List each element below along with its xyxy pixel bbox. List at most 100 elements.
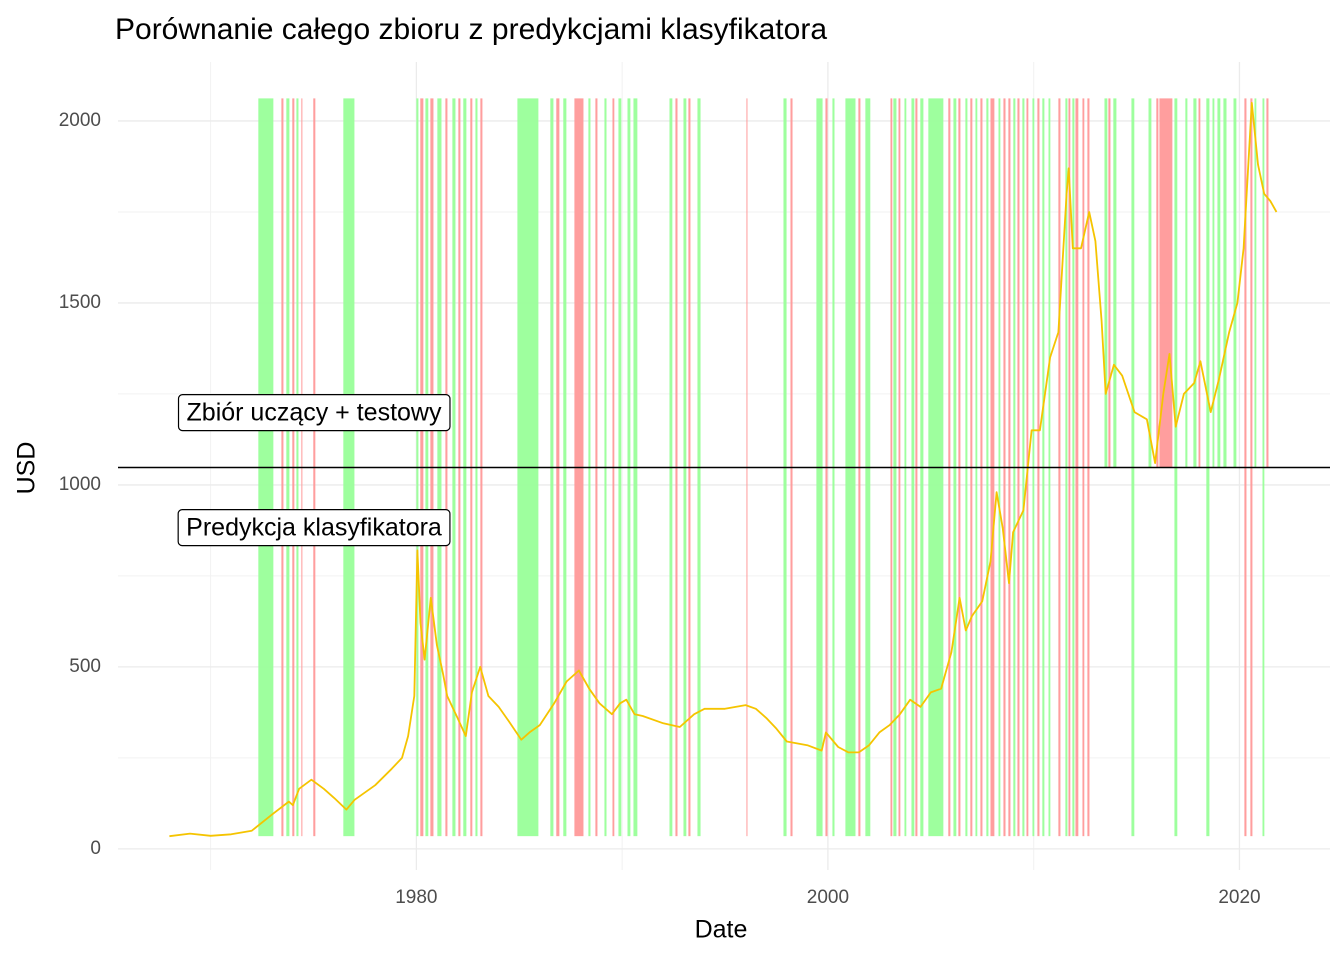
- band-lower: [343, 467, 355, 837]
- band-upper: [683, 98, 687, 468]
- band-lower: [911, 467, 915, 837]
- band-lower: [669, 467, 673, 837]
- band-lower: [604, 467, 607, 837]
- band-upper: [911, 98, 915, 468]
- band-upper: [1104, 98, 1108, 468]
- band-lower: [556, 467, 560, 837]
- band-lower: [816, 467, 823, 837]
- band-upper: [1022, 98, 1025, 468]
- band-lower: [1068, 467, 1071, 837]
- band-upper: [1032, 98, 1035, 468]
- band-upper: [612, 98, 615, 468]
- band-lower: [915, 467, 918, 837]
- annotation-box: [177, 509, 451, 547]
- band-lower: [697, 467, 701, 837]
- band-upper: [1254, 98, 1257, 468]
- band-upper: [965, 98, 968, 468]
- band-lower: [1042, 467, 1045, 837]
- band-lower: [986, 467, 989, 837]
- band-lower: [990, 467, 995, 837]
- band-upper: [915, 98, 918, 468]
- band-lower: [898, 467, 901, 837]
- band-upper: [286, 98, 290, 468]
- band-lower: [517, 467, 539, 837]
- band-upper: [1250, 98, 1253, 468]
- band-upper: [1156, 98, 1159, 468]
- band-lower: [574, 467, 584, 837]
- band-lower: [452, 467, 456, 837]
- y-tick-label: 1500: [59, 292, 101, 313]
- band-lower: [1048, 467, 1051, 837]
- band-upper: [1087, 98, 1090, 468]
- band-lower: [416, 467, 419, 837]
- band-lower: [420, 467, 424, 837]
- band-lower: [958, 467, 961, 837]
- band-upper: [1193, 98, 1197, 468]
- band-upper: [475, 98, 478, 468]
- band-lower: [825, 467, 828, 837]
- band-upper: [1244, 98, 1247, 468]
- band-lower: [893, 467, 897, 837]
- y-tick-label: 0: [90, 838, 101, 859]
- band-upper: [958, 98, 961, 468]
- band-upper: [550, 98, 554, 468]
- band-upper: [458, 98, 461, 468]
- band-lower: [890, 467, 893, 837]
- band-upper: [1185, 98, 1188, 468]
- band-lower: [612, 467, 615, 837]
- band-upper: [480, 98, 483, 468]
- band-upper: [420, 98, 424, 468]
- band-upper: [990, 98, 995, 468]
- band-upper: [1131, 98, 1135, 468]
- band-lower: [688, 467, 691, 837]
- band-upper: [463, 98, 467, 468]
- band-lower: [480, 467, 483, 837]
- price-line: [169, 101, 1278, 838]
- band-lower: [627, 467, 631, 837]
- band-upper: [1206, 98, 1210, 468]
- band-upper: [832, 98, 835, 468]
- band-upper: [890, 98, 893, 468]
- band-lower: [437, 467, 442, 837]
- band-lower: [1131, 467, 1135, 837]
- band-upper: [1058, 98, 1061, 468]
- band-upper: [1003, 98, 1006, 468]
- band-upper: [980, 98, 983, 468]
- band-upper: [1042, 98, 1045, 468]
- band-upper: [865, 98, 871, 468]
- band-upper: [1108, 98, 1111, 468]
- band-lower: [1075, 467, 1079, 837]
- band-lower: [746, 467, 748, 837]
- band-lower: [948, 467, 951, 837]
- band-upper: [1013, 98, 1016, 468]
- band-lower: [928, 467, 944, 837]
- band-upper: [845, 98, 856, 468]
- band-lower: [550, 467, 554, 837]
- band-upper: [1233, 98, 1237, 468]
- band-upper: [574, 98, 584, 468]
- x-tick-label: 2000: [807, 887, 849, 908]
- band-upper: [1266, 98, 1269, 468]
- band-upper: [1048, 98, 1051, 468]
- band-upper: [627, 98, 631, 468]
- band-lower: [920, 467, 924, 837]
- band-upper: [928, 98, 944, 468]
- band-upper: [669, 98, 673, 468]
- band-upper: [746, 98, 748, 468]
- band-lower: [425, 467, 429, 837]
- band-lower: [1244, 467, 1247, 837]
- band-upper: [1159, 98, 1173, 468]
- band-lower: [953, 467, 957, 837]
- band-upper: [948, 98, 951, 468]
- x-tick-label: 2020: [1218, 887, 1260, 908]
- band-lower: [1013, 467, 1016, 837]
- x-axis-title: Date: [695, 916, 748, 944]
- band-upper: [1068, 98, 1071, 468]
- band-upper: [825, 98, 828, 468]
- band-lower: [865, 467, 871, 837]
- band-lower: [1174, 467, 1178, 837]
- band-upper: [633, 98, 638, 468]
- band-lower: [286, 467, 290, 837]
- band-lower: [1032, 467, 1035, 837]
